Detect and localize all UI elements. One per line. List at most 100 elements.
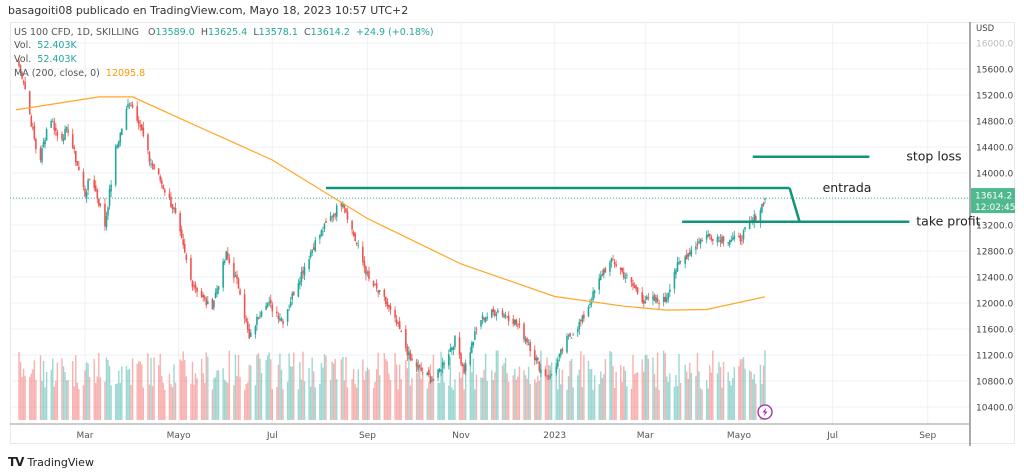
candle-body: [590, 301, 593, 304]
candle-body: [104, 203, 106, 227]
volume-bar: [678, 354, 680, 420]
volume-bar: [417, 359, 419, 420]
candle-body: [276, 311, 278, 314]
candle-body: [547, 378, 550, 380]
y-tick-label: 10400.0: [976, 403, 1013, 413]
volume-bar: [202, 373, 204, 420]
volume-bar: [418, 366, 421, 420]
volume-bar: [205, 352, 207, 420]
volume-bar: [411, 377, 413, 420]
candle-body: [179, 213, 181, 232]
candle-body: [429, 376, 432, 383]
candle-body: [53, 121, 56, 131]
volume-bar: [669, 373, 671, 420]
candle-body: [236, 274, 238, 279]
candle-body: [569, 333, 571, 337]
candle-body: [540, 369, 542, 373]
volume-bar: [592, 389, 594, 420]
candle-body: [469, 352, 472, 365]
candle-body: [385, 296, 387, 305]
candle-body: [211, 298, 214, 310]
volume-bar: [632, 355, 634, 420]
volume-bar: [319, 383, 321, 420]
candle-body: [51, 121, 54, 123]
candle-body: [483, 317, 485, 321]
volume-bar: [698, 371, 700, 420]
candle-body: [39, 148, 42, 160]
candle-body: [587, 307, 590, 317]
volume-bar: [216, 370, 218, 420]
volume-bar: [507, 381, 510, 420]
candle-body: [35, 139, 37, 149]
candle-body: [322, 231, 324, 233]
candle-body: [147, 134, 149, 151]
candle-body: [150, 163, 152, 165]
candle-body: [180, 229, 183, 239]
candle-body: [368, 271, 370, 279]
footer-brand[interactable]: 𝗧𝗩 TradingView: [8, 455, 94, 469]
candle-body: [619, 267, 622, 270]
volume-bar: [55, 380, 57, 420]
volume-bar: [93, 359, 95, 420]
volume-bar: [583, 355, 585, 420]
candle-body: [741, 239, 743, 241]
candle-body: [486, 316, 488, 319]
candle-body: [406, 347, 409, 356]
candle-body: [490, 309, 493, 318]
candle-body: [196, 288, 198, 293]
candle-body: [226, 252, 229, 258]
candle-body: [329, 216, 332, 221]
candle-body: [463, 364, 465, 373]
candle-body: [84, 188, 86, 197]
volume-bar: [426, 388, 429, 420]
candle-body: [334, 213, 337, 215]
y-tick-label: 11600.0: [976, 325, 1013, 335]
candle-body: [761, 203, 763, 213]
volume-bar: [35, 379, 37, 420]
candle-body: [762, 202, 765, 206]
volume-bar: [105, 357, 108, 420]
volume-bar: [67, 380, 69, 420]
volume-bar: [24, 375, 26, 420]
volume-bar: [483, 369, 485, 420]
volume-bar: [375, 369, 378, 420]
volume-bar: [291, 366, 293, 420]
volume-bar: [675, 375, 677, 420]
candle-body: [394, 309, 396, 318]
volume-bar: [664, 353, 666, 420]
volume-bar: [687, 378, 689, 420]
volume-bar: [409, 385, 412, 420]
candle-body: [633, 285, 636, 289]
volume-bar: [266, 355, 269, 420]
candle-body: [514, 319, 516, 325]
candle-body: [386, 301, 389, 307]
candle-body: [759, 210, 762, 223]
candle-body: [504, 314, 507, 316]
volume-bar: [173, 364, 175, 420]
volume-bar: [460, 377, 462, 420]
candle-body: [501, 310, 504, 316]
volume-bar: [463, 389, 465, 420]
candle-body: [340, 203, 343, 207]
volume-legend-2[interactable]: Vol. 52.403K: [14, 54, 77, 65]
symbol-name[interactable]: US 100 CFD, 1D, SKILLING: [14, 27, 139, 38]
candle-body: [300, 272, 303, 283]
x-tick-label: Mar: [637, 431, 654, 441]
volume-bar: [429, 364, 432, 420]
candle-body: [544, 369, 547, 376]
volume-bar: [268, 352, 270, 420]
candle-body: [355, 242, 358, 245]
volume-bar: [84, 370, 86, 420]
candle-body: [690, 249, 693, 256]
volume-bar: [529, 383, 531, 420]
ma-legend[interactable]: MA (200, close, 0) 12095.8: [14, 68, 145, 79]
volume-bar: [142, 387, 145, 420]
candle-body: [624, 277, 627, 279]
volume-legend-1[interactable]: Vol. 52.403K: [14, 40, 77, 51]
volume-bar: [647, 358, 650, 420]
candle-body: [558, 353, 561, 357]
candle-body: [174, 207, 177, 214]
candle-body: [461, 364, 464, 366]
candle-body: [572, 334, 574, 336]
